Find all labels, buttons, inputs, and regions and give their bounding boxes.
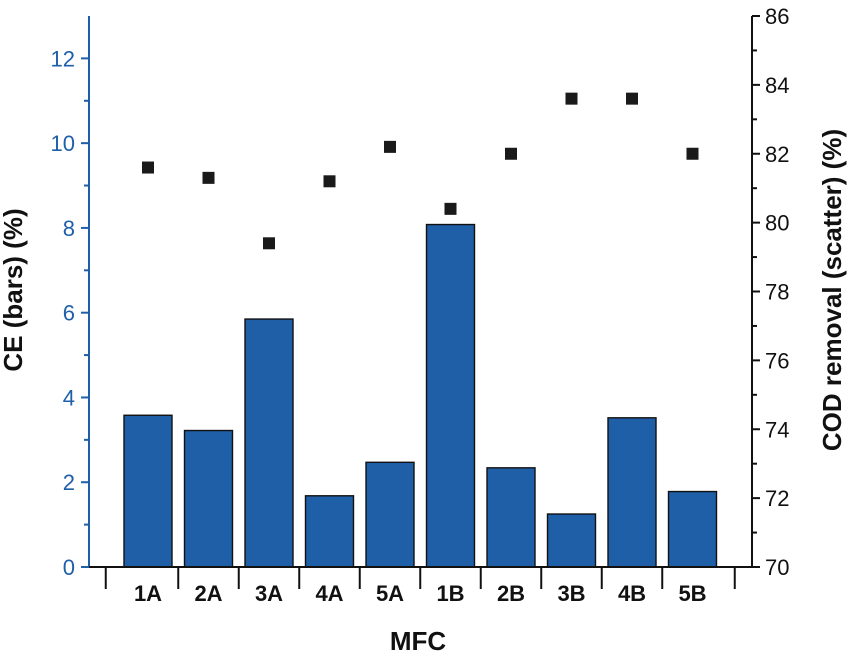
x-tick-label: 2A <box>194 581 222 606</box>
x-tick-label: 1B <box>436 581 464 606</box>
right-tick-label: 76 <box>765 348 789 373</box>
point-2B <box>505 147 517 160</box>
right-tick-label: 78 <box>765 280 789 305</box>
ticks-layer: 0 2 4 6 8 10 12 70 72 74 76 78 80 82 84 86 1A 2A 3A 4A 5A 1B 2… <box>51 4 790 606</box>
point-3A <box>263 237 275 250</box>
x-tick-label: 3B <box>557 581 585 606</box>
bar-5B <box>667 490 718 568</box>
bar-5A <box>365 461 415 568</box>
x-tick-label: 4B <box>618 581 646 606</box>
bar-2A <box>183 429 234 568</box>
right-tick-label: 80 <box>765 211 789 236</box>
bar-1A <box>123 414 173 568</box>
left-tick-label: 4 <box>63 385 75 410</box>
right-axis-title: COD removal (scatter) (%) <box>817 129 847 451</box>
bars-layer <box>123 223 718 568</box>
point-2A <box>202 171 215 184</box>
point-5A <box>384 140 396 153</box>
point-1A <box>142 161 154 174</box>
right-tick-label: 70 <box>765 555 789 580</box>
left-tick-label: 12 <box>51 46 75 71</box>
bar-3B <box>546 513 597 568</box>
point-4B <box>626 92 638 105</box>
right-tick-label: 82 <box>765 142 789 167</box>
left-tick-label: 2 <box>63 470 75 495</box>
bar-4A <box>304 495 355 568</box>
x-tick-label: 1A <box>134 581 162 606</box>
x-tick-label: 4A <box>315 581 343 606</box>
left-tick-label: 8 <box>63 216 75 241</box>
right-tick-label: 72 <box>765 486 789 511</box>
right-tick-label: 74 <box>765 417 789 442</box>
bar-4B <box>607 417 657 568</box>
point-5B <box>686 147 699 160</box>
scatter-layer <box>142 92 699 250</box>
x-tick-label: 3A <box>255 581 283 606</box>
left-tick-label: 0 <box>63 555 75 580</box>
bar-1B <box>425 223 476 568</box>
x-tick-label: 5A <box>376 581 404 606</box>
x-tick-label: 5B <box>678 581 706 606</box>
left-tick-label: 6 <box>63 301 75 326</box>
left-axis-title: CE (bars) (%) <box>0 208 28 371</box>
x-tick-label: 2B <box>497 581 525 606</box>
right-tick-label: 84 <box>765 73 789 98</box>
point-4A <box>323 175 336 188</box>
point-1B <box>444 202 457 215</box>
right-tick-label: 86 <box>765 4 789 29</box>
left-tick-label: 10 <box>51 131 75 156</box>
bar-3A <box>244 318 294 568</box>
bar-2B <box>486 467 536 568</box>
x-axis-title: MFC <box>390 626 447 656</box>
point-3B <box>565 92 578 105</box>
